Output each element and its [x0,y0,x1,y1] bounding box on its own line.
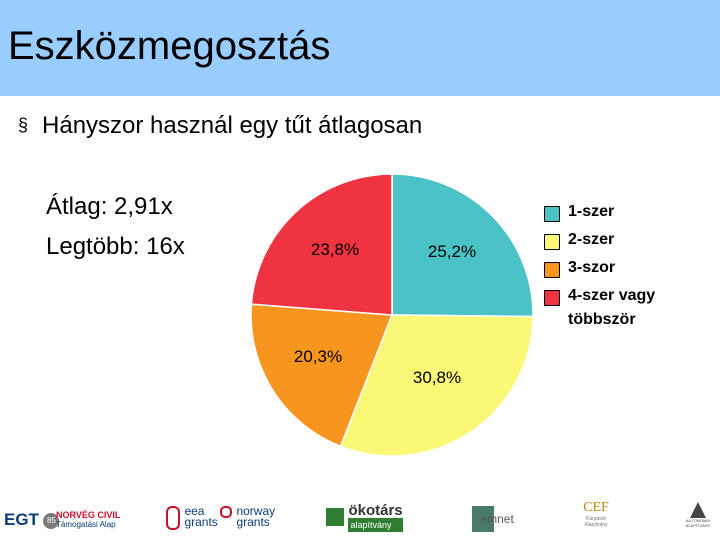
cef-sub: Kárpátok Alapítvány [584,516,608,528]
egt-logo: EGT 85 [4,510,60,530]
slice-label-3: 20,3% [294,347,342,366]
legend-swatch-1 [544,206,560,222]
norway-grants-logo: norway grants [220,504,276,529]
autonomia-logo: AUTONÓMIA ALAPÍTVÁNY [680,502,716,528]
norveg-civil-logo: NORVÉG CIVIL Támogatási Alap [56,510,120,530]
legend-label-4: 4-szer vagy többször [568,287,656,328]
legend-swatch-2 [544,234,560,250]
cef-logo: CEF Kárpátok Alapítvány [576,500,616,528]
autonomia-emblem-icon [690,502,706,518]
legend-label-3: 3-szor [568,259,616,276]
slice-label-2: 30,8% [413,368,461,387]
max-stat: Legtöbb: 16x [46,233,185,260]
legend-swatch-3 [544,262,560,278]
page-title: Eszközmegosztás [8,24,331,68]
okotars-sub: alapítvány [348,518,403,532]
eea-grants-text: grants [184,515,218,529]
pie-slice-4 [250,173,393,316]
slice-label-1: 25,2% [428,242,476,261]
egt-text: EGT [4,510,39,529]
legend-label-1: 1-szer [568,203,615,220]
sponsor-logos: EGT 85 NORVÉG CIVIL Támogatási Alap eea … [0,490,720,540]
egt-badge: 85 [43,513,60,529]
square-bullet-icon: § [18,115,29,135]
norway-grants-text: grants [236,515,270,529]
eea-circle-icon [166,506,180,530]
pie-slice-3 [250,303,394,448]
emnet-logo: emnet [472,506,514,532]
norway-icon [220,506,232,518]
legend-label-2: 2-szer [568,231,615,248]
okotars-text: ökotárs [348,502,403,519]
emnet-box-icon [472,506,494,532]
okotars-leaf-icon [326,508,344,526]
header-bar: Eszközmegosztás [0,0,720,96]
norveg-civil-text: NORVÉG CIVIL [56,510,121,520]
pie-slice-1 [391,173,534,318]
okotars-logo: ökotárs alapítvány [326,502,403,532]
autonomia-text: AUTONÓMIA ALAPÍTVÁNY [685,518,711,528]
norveg-civil-sub: Támogatási Alap [56,520,116,529]
pie-slice-2 [339,314,534,457]
emnet-text: emnet [480,512,514,526]
slice-label-4: 23,8% [311,240,359,259]
legend-swatch-4 [544,290,560,306]
bullet-text: Hányszor használ egy tűt átlagosan [42,112,423,139]
eea-grants-logo: eea grants [166,504,218,530]
cef-text: CEF [583,500,609,515]
average-stat: Átlag: 2,91x [46,193,173,220]
bullet-point: § Hányszor használ egy tűt átlagosan [18,112,422,140]
norway-text: norway [236,504,276,518]
eea-text: eea [184,504,205,518]
